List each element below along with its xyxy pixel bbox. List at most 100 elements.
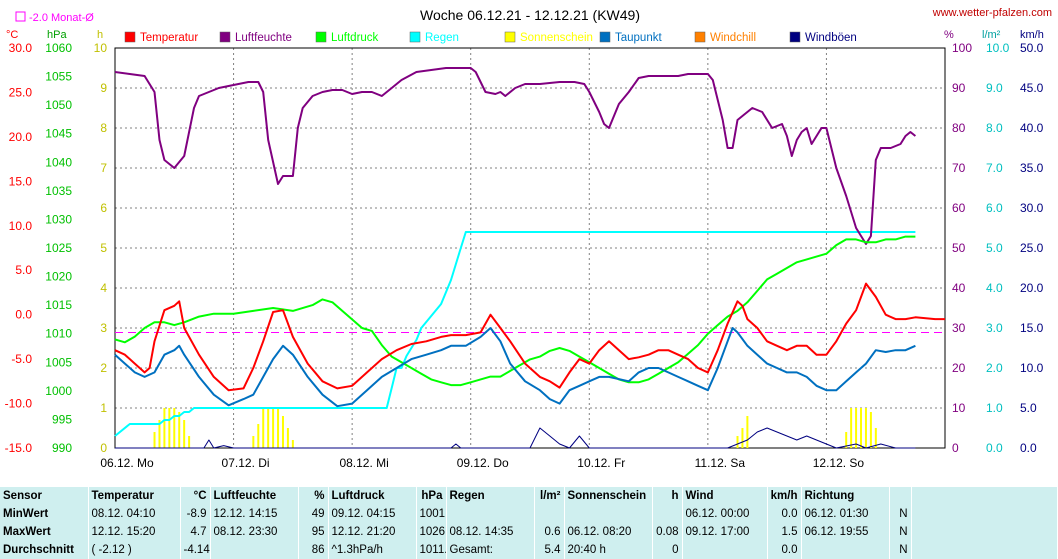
legend-label-taupunkt: Taupunkt — [615, 32, 662, 44]
sun-tick: 8 — [100, 121, 107, 135]
unit-temp: °C — [6, 29, 18, 41]
press-tick: 1030 — [45, 212, 72, 226]
sun-min-value — [652, 505, 683, 523]
dir-avg-note — [801, 541, 890, 559]
press-avg-note: ^1.3hPa/h — [328, 541, 417, 559]
row-label: Durchschnitt — [0, 541, 89, 559]
sunshine-bar — [845, 432, 848, 448]
press-tick: 1020 — [45, 270, 72, 284]
press-tick: 1050 — [45, 98, 72, 112]
monthavg-checkbox[interactable] — [15, 11, 26, 22]
hum-tick: 10 — [952, 401, 966, 415]
sun-tick: 10 — [94, 41, 108, 55]
sunshine-bar — [864, 408, 867, 448]
header-regen-unit: l/m² — [534, 487, 565, 505]
temp-tick: -5.0 — [11, 352, 32, 366]
press-min-time: 09.12. 04:15 — [328, 505, 417, 523]
header-sonnenschein: Sonnenschein — [564, 487, 653, 505]
sunshine-bar — [741, 428, 744, 448]
series-line-windboeen — [115, 427, 916, 449]
sun-max-value: 0.08 — [652, 523, 683, 541]
wind-max-time: 09.12. 17:00 — [682, 523, 768, 541]
press-max-value: 1026.9 — [416, 523, 447, 541]
unit-press: hPa — [47, 29, 67, 41]
rain-max-value: 0.6 — [534, 523, 565, 541]
press-tick: 1055 — [45, 70, 72, 84]
press-tick: 1045 — [45, 127, 72, 141]
wind-tick: 5.0 — [1020, 401, 1037, 415]
table-header-row: Sensor Temperatur °C Luftfeuchte % Luftd… — [0, 487, 1058, 505]
weather-chart: Woche 06.12.21 - 12.12.21 (KW49) www.wet… — [5, 7, 1052, 470]
rain-avg-note: Gesamt: — [446, 541, 535, 559]
rain-tick: 6.0 — [986, 201, 1003, 215]
rain-tick: 2.0 — [986, 361, 1003, 375]
temp-tick: 30.0 — [9, 41, 33, 55]
header-luftdruck-unit: hPa — [416, 487, 447, 505]
sun-max-time: 06.12. 08:20 — [564, 523, 653, 541]
sunshine-bar — [183, 420, 186, 448]
unit-rain: l/m² — [982, 29, 1001, 41]
hum-tick: 80 — [952, 121, 966, 135]
sun-min-time — [564, 505, 653, 523]
wind-tick: 0.0 — [1020, 441, 1037, 455]
day-label: 07.12. Di — [222, 456, 270, 470]
header-luftfeuchte-unit: % — [298, 487, 329, 505]
hum-max-time: 08.12. 23:30 — [210, 523, 299, 541]
rain-tick: 3.0 — [986, 321, 1003, 335]
header-temperatur: Temperatur — [88, 487, 181, 505]
rain-tick: 1.0 — [986, 401, 1003, 415]
rain-avg-value: 5.4 — [534, 541, 565, 559]
press-tick: 1040 — [45, 155, 72, 169]
day-label: 06.12. Mo — [100, 456, 154, 470]
temp-min-time: 08.12. 04:10 — [88, 505, 181, 523]
legend-swatch-sonnenschein — [504, 31, 516, 43]
table-row-max: MaxWert 12.12. 15:20 4.7 08.12. 23:30 95… — [0, 523, 1058, 541]
sunshine-bar — [855, 408, 858, 448]
hum-min-value: 49 — [298, 505, 329, 523]
header-temperatur-unit: °C — [180, 487, 211, 505]
day-label: 12.12. So — [813, 456, 865, 470]
wind-avg-value: 0.0 — [767, 541, 802, 559]
wind-tick: 10.0 — [1020, 361, 1044, 375]
wind-max-value: 1.5 — [767, 523, 802, 541]
press-tick: 1060 — [45, 41, 72, 55]
press-min-value: 1001.0 — [416, 505, 447, 523]
dir-min-value: N — [889, 505, 912, 523]
hum-min-time: 12.12. 14:15 — [210, 505, 299, 523]
header-luftfeuchte: Luftfeuchte — [210, 487, 299, 505]
rain-tick: 0.0 — [986, 441, 1003, 455]
wind-tick: 20.0 — [1020, 281, 1044, 295]
table-row-min: MinWert 08.12. 04:10 -8.9 12.12. 14:15 4… — [0, 505, 1058, 523]
sunshine-bar — [277, 408, 280, 448]
day-label: 08.12. Mi — [339, 456, 388, 470]
temp-tick: 5.0 — [15, 263, 32, 277]
header-luftdruck: Luftdruck — [328, 487, 417, 505]
wind-tick: 40.0 — [1020, 121, 1044, 135]
wind-tick: 45.0 — [1020, 81, 1044, 95]
sunshine-bar — [178, 412, 181, 448]
hum-avg-value: 86 — [298, 541, 329, 559]
legend-swatch-luftfeuchte — [219, 31, 231, 43]
hum-tick: 40 — [952, 281, 966, 295]
rain-tick: 4.0 — [986, 281, 1003, 295]
temp-avg-note: ( -2.12 ) — [88, 541, 181, 559]
rain-tick: 7.0 — [986, 161, 1003, 175]
sunshine-bar — [860, 408, 863, 448]
day-label: 11.12. Sa — [695, 456, 746, 470]
day-label: 10.12. Fr — [577, 456, 625, 470]
unit-hum: % — [944, 29, 954, 41]
series-line-temperatur — [114, 282, 945, 392]
sun-tick: 0 — [100, 441, 107, 455]
dir-max-value: N — [889, 523, 912, 541]
wind-tick: 30.0 — [1020, 201, 1044, 215]
sun-tick: 5 — [100, 241, 107, 255]
sunshine-bar — [286, 428, 289, 448]
sunshine-bar — [272, 408, 275, 448]
stats-table: Sensor Temperatur °C Luftfeuchte % Luftd… — [0, 487, 1058, 559]
dir-min-time: 06.12. 01:30 — [801, 505, 890, 523]
sunshine-bar — [736, 436, 739, 448]
sun-tick: 9 — [100, 81, 107, 95]
wind-min-value: 0.0 — [767, 505, 802, 523]
temp-tick: 15.0 — [9, 174, 33, 188]
site-link[interactable]: www.wetter-pfalzen.com — [932, 7, 1052, 19]
